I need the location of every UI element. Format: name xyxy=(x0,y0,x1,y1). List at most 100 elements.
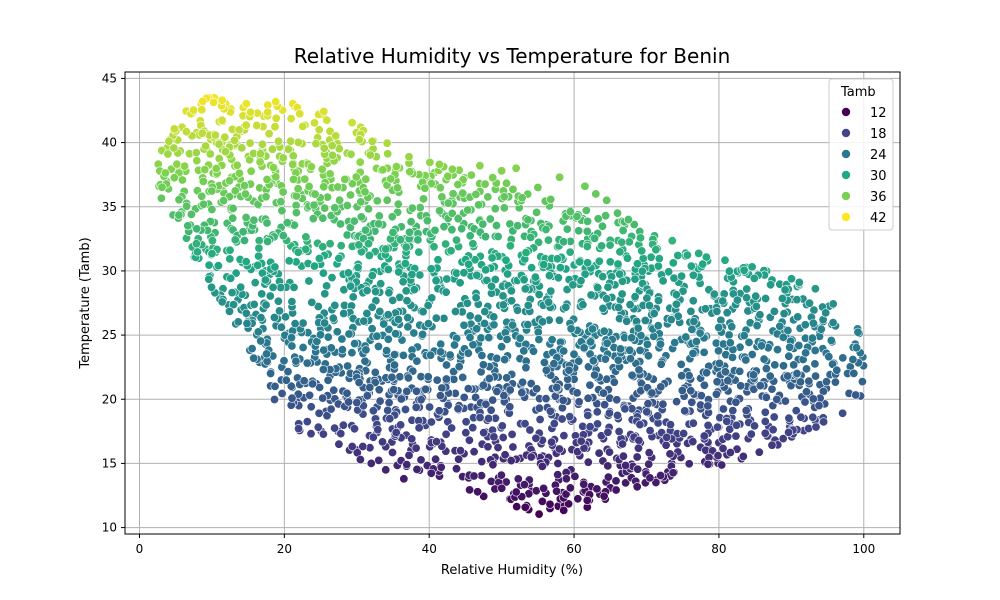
data-point xyxy=(828,299,838,309)
data-point xyxy=(234,125,244,135)
data-point xyxy=(736,381,746,391)
data-point xyxy=(537,461,547,471)
y-tick-label: 25 xyxy=(102,328,117,342)
data-point xyxy=(247,344,257,354)
data-point xyxy=(367,271,377,281)
data-point xyxy=(367,324,377,334)
data-point xyxy=(747,262,757,272)
legend-label: 18 xyxy=(870,127,887,142)
data-point xyxy=(278,231,288,241)
plot-frame xyxy=(124,71,901,535)
data-point xyxy=(221,147,231,157)
data-point xyxy=(443,171,453,181)
data-point xyxy=(851,343,861,353)
data-point xyxy=(492,386,502,396)
data-point xyxy=(379,319,389,329)
data-point xyxy=(543,235,553,245)
data-point xyxy=(314,408,324,418)
data-point xyxy=(181,127,191,137)
data-point xyxy=(439,222,449,232)
data-point xyxy=(183,221,193,231)
data-point xyxy=(318,393,328,403)
data-point xyxy=(401,242,411,252)
data-point xyxy=(347,348,357,358)
data-point xyxy=(459,392,469,402)
data-point xyxy=(506,456,516,466)
data-point xyxy=(447,208,457,218)
data-point xyxy=(552,486,562,496)
data-point xyxy=(392,183,402,193)
data-point xyxy=(414,423,424,433)
data-point xyxy=(463,384,473,394)
data-point xyxy=(486,476,496,486)
legend-marker xyxy=(841,170,851,180)
data-point xyxy=(405,167,415,177)
data-point xyxy=(326,404,336,414)
data-point xyxy=(207,249,217,259)
data-point xyxy=(356,197,366,207)
data-point xyxy=(435,206,445,216)
data-point xyxy=(500,355,510,365)
data-point xyxy=(473,313,483,323)
data-point xyxy=(234,168,244,178)
data-point xyxy=(396,394,406,404)
data-point xyxy=(688,296,698,306)
data-point xyxy=(784,413,794,423)
data-point xyxy=(257,289,267,299)
data-point xyxy=(302,358,312,368)
data-point xyxy=(576,276,586,286)
data-point xyxy=(613,259,623,269)
data-point xyxy=(262,175,272,185)
data-point xyxy=(192,224,202,234)
data-point xyxy=(775,321,785,331)
data-point xyxy=(320,203,330,213)
data-point xyxy=(629,220,639,230)
data-point xyxy=(449,367,459,377)
data-point xyxy=(418,307,428,317)
data-point xyxy=(731,431,741,441)
data-point xyxy=(671,299,681,309)
data-point xyxy=(318,242,328,252)
data-point xyxy=(499,203,509,213)
data-point xyxy=(416,455,426,465)
data-point xyxy=(278,187,288,197)
data-point xyxy=(519,346,529,356)
data-point xyxy=(614,426,624,436)
data-point xyxy=(411,402,421,412)
data-point xyxy=(245,138,255,148)
data-point xyxy=(598,272,608,282)
data-point xyxy=(207,186,217,196)
data-point xyxy=(189,105,199,115)
data-point xyxy=(688,270,698,280)
data-point xyxy=(602,338,612,348)
data-point xyxy=(603,461,613,471)
data-point xyxy=(557,414,567,424)
legend-label: 24 xyxy=(870,148,887,163)
data-point xyxy=(501,255,511,265)
data-point xyxy=(761,392,771,402)
data-point xyxy=(375,306,385,316)
data-point xyxy=(687,324,697,334)
data-point xyxy=(367,302,377,312)
data-point xyxy=(207,236,217,246)
data-point xyxy=(180,161,190,171)
data-point xyxy=(157,182,167,192)
data-point xyxy=(688,437,698,447)
data-point xyxy=(236,282,246,292)
data-point xyxy=(322,411,332,421)
data-point xyxy=(643,351,653,361)
data-point xyxy=(796,412,806,422)
data-point xyxy=(712,422,722,432)
data-point xyxy=(696,391,706,401)
data-point xyxy=(204,274,214,284)
data-point xyxy=(273,136,283,146)
data-point xyxy=(277,388,287,398)
data-point xyxy=(615,269,625,279)
data-point xyxy=(426,179,436,189)
data-point xyxy=(769,412,779,422)
data-point xyxy=(301,232,311,242)
data-point xyxy=(517,193,527,203)
data-point xyxy=(792,295,802,305)
data-point xyxy=(434,159,444,169)
data-point xyxy=(714,358,724,368)
